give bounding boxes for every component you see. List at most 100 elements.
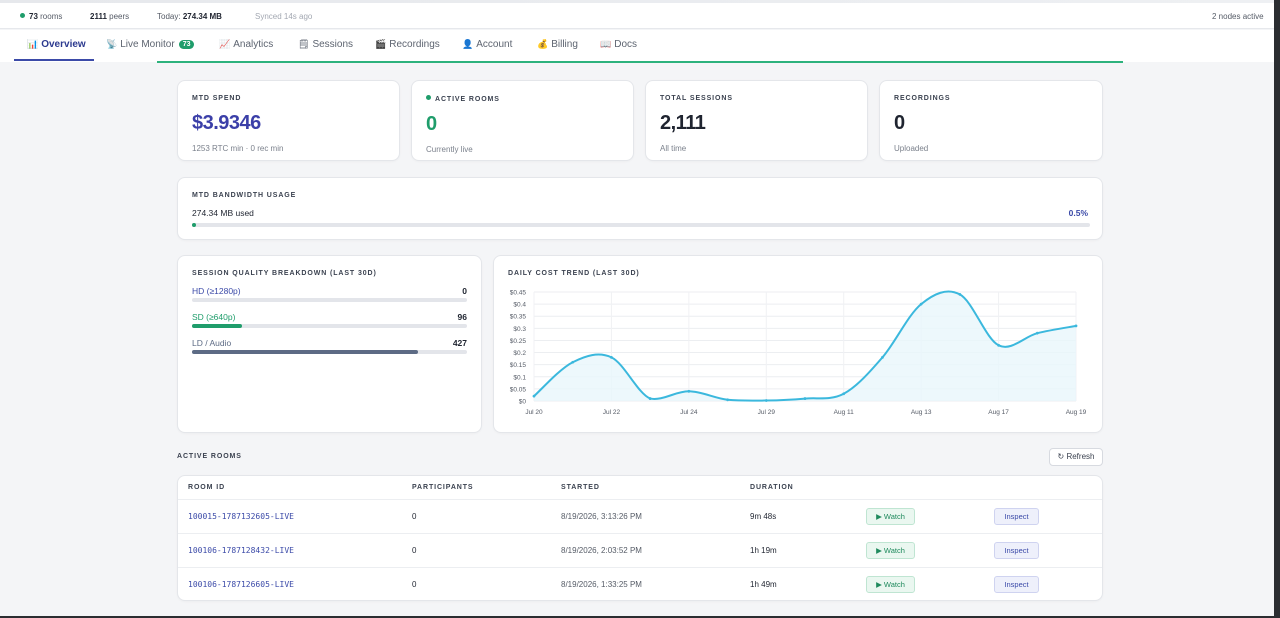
column-header-room-id: ROOM ID xyxy=(188,484,226,491)
x-tick-label: Aug 17 xyxy=(988,409,1009,416)
quality-row-fill xyxy=(192,324,242,328)
live-dot-icon xyxy=(20,13,25,18)
refresh-button[interactable]: ↻ Refresh xyxy=(1049,448,1103,466)
inspect-button[interactable]: Inspect xyxy=(994,576,1039,593)
user-icon: 👤 xyxy=(462,39,474,49)
table-row: 100015-1787132605-LIVE 0 8/19/2026, 3:13… xyxy=(178,499,1102,533)
stat-sub: Currently live xyxy=(426,145,473,154)
data-point xyxy=(958,293,962,296)
started-value: 8/19/2026, 2:03:52 PM xyxy=(561,546,642,555)
data-point xyxy=(1035,331,1039,335)
bandwidth-percent: 0.5% xyxy=(1068,208,1088,218)
y-tick-label: $0.1 xyxy=(513,374,526,381)
participants-value: 0 xyxy=(412,546,417,555)
x-tick-label: Jul 20 xyxy=(525,409,543,416)
data-point xyxy=(842,392,846,396)
data-point xyxy=(571,360,575,364)
data-point xyxy=(610,356,613,359)
clapper-icon: 🎬 xyxy=(375,39,387,49)
stat-sub: All time xyxy=(660,144,687,153)
watch-button[interactable]: ▶ Watch xyxy=(866,542,915,559)
duration-value: 1h 19m xyxy=(750,546,777,555)
bandwidth-label: MTD BANDWIDTH USAGE xyxy=(192,192,297,199)
y-tick-label: $0.35 xyxy=(510,314,527,321)
tab-analytics[interactable]: 📈 Analytics xyxy=(219,39,273,50)
watch-button[interactable]: ▶ Watch xyxy=(866,576,915,593)
inspect-button[interactable]: Inspect xyxy=(994,542,1039,559)
data-point xyxy=(687,389,691,393)
data-point xyxy=(726,398,729,402)
live-count-badge: 73 xyxy=(178,40,195,49)
active-rooms-table: ROOM ID PARTICIPANTS STARTED DURATION 10… xyxy=(177,475,1103,601)
table-row: 100106-1787126605-LIVE 0 8/19/2026, 1:33… xyxy=(178,567,1102,600)
y-tick-label: $0.4 xyxy=(513,302,526,309)
peers-count: 2111 xyxy=(90,12,107,21)
data-point xyxy=(1074,324,1078,328)
watch-button[interactable]: ▶ Watch xyxy=(866,508,915,525)
cost-area-fill xyxy=(534,291,1076,401)
data-point xyxy=(803,397,807,400)
stat-card-total-sessions: TOTAL SESSIONS 2,111 All time xyxy=(645,80,868,161)
rooms-label: rooms xyxy=(40,12,63,21)
tab-docs[interactable]: 📖 Docs xyxy=(600,39,637,50)
quality-row-track xyxy=(192,324,467,328)
quality-row-label: SD (≥640p) xyxy=(192,312,236,322)
x-tick-label: Aug 19 xyxy=(1066,409,1087,416)
tab-account[interactable]: 👤 Account xyxy=(462,39,512,50)
duration-value: 9m 48s xyxy=(750,512,777,521)
today-value: 274.34 MB xyxy=(182,12,222,21)
tab-recordings[interactable]: 🎬 Recordings xyxy=(375,39,440,50)
x-tick-label: Aug 11 xyxy=(834,409,855,416)
window-top-edge xyxy=(0,0,1274,3)
y-tick-label: $0.25 xyxy=(510,338,527,345)
trend-chart-icon: 📈 xyxy=(219,39,231,49)
room-id-link[interactable]: 100106-1787128432-LIVE xyxy=(188,546,294,555)
tab-overview[interactable]: 📊 Overview xyxy=(27,39,86,50)
data-point xyxy=(648,397,652,400)
x-tick-label: Jul 24 xyxy=(680,409,698,416)
synced-status: Synced 14s ago xyxy=(255,12,313,21)
data-point xyxy=(919,302,923,306)
rooms-count: 73 xyxy=(29,12,38,21)
quality-row-value: 0 xyxy=(462,286,467,296)
bandwidth-used: 274.34 MB used xyxy=(192,208,254,218)
tab-label: Overview xyxy=(41,39,86,50)
live-dot-icon xyxy=(426,95,431,100)
stat-sub: Uploaded xyxy=(894,144,929,153)
x-tick-label: Jul 22 xyxy=(603,409,621,416)
y-tick-label: $0.05 xyxy=(510,386,527,393)
tab-label: Recordings xyxy=(389,39,440,50)
bar-chart-icon: 📊 xyxy=(27,39,39,49)
x-tick-label: Aug 13 xyxy=(911,409,932,416)
bandwidth-progress-track xyxy=(192,223,1090,227)
y-tick-label: $0.3 xyxy=(513,326,526,333)
quality-row-track xyxy=(192,298,467,302)
x-tick-label: Jul 29 xyxy=(758,409,776,416)
quality-row-track xyxy=(192,350,467,354)
started-value: 8/19/2026, 3:13:26 PM xyxy=(561,512,642,521)
stat-value: $3.9346 xyxy=(192,112,261,134)
inspect-button[interactable]: Inspect xyxy=(994,508,1039,525)
data-point xyxy=(881,356,884,359)
room-id-link[interactable]: 100106-1787126605-LIVE xyxy=(188,580,294,589)
chart-title: DAILY COST TREND (LAST 30D) xyxy=(508,270,640,277)
column-header-participants: PARTICIPANTS xyxy=(412,484,474,491)
tab-live-monitor[interactable]: 📡 Live Monitor 73 xyxy=(106,39,195,50)
tab-billing[interactable]: 💰 Billing xyxy=(537,39,578,50)
main-nav: 📊 Overview 📡 Live Monitor 73 📈 Analytics 🗒 Se… xyxy=(0,30,1274,62)
data-point xyxy=(997,343,1000,347)
quality-row-value: 427 xyxy=(452,338,467,348)
today-label: Today: xyxy=(157,12,181,21)
column-header-started: STARTED xyxy=(561,484,600,491)
room-id-link[interactable]: 100015-1787132605-LIVE xyxy=(188,512,294,521)
nodes-status: 2 nodes active xyxy=(1212,12,1264,21)
quality-title: SESSION QUALITY BREAKDOWN (LAST 30D) xyxy=(192,270,377,277)
stat-card-mtd-spend: MTD SPEND $3.9346 1253 RTC min · 0 rec m… xyxy=(177,80,400,161)
stat-label-text: ACTIVE ROOMS xyxy=(435,96,500,103)
bandwidth-progress-fill xyxy=(192,223,197,227)
tab-sessions[interactable]: 🗒 Sessions xyxy=(298,39,353,50)
quality-row-label: HD (≥1280p) xyxy=(192,286,241,296)
y-tick-label: $0.2 xyxy=(513,350,526,357)
quality-row-value: 96 xyxy=(457,312,467,322)
